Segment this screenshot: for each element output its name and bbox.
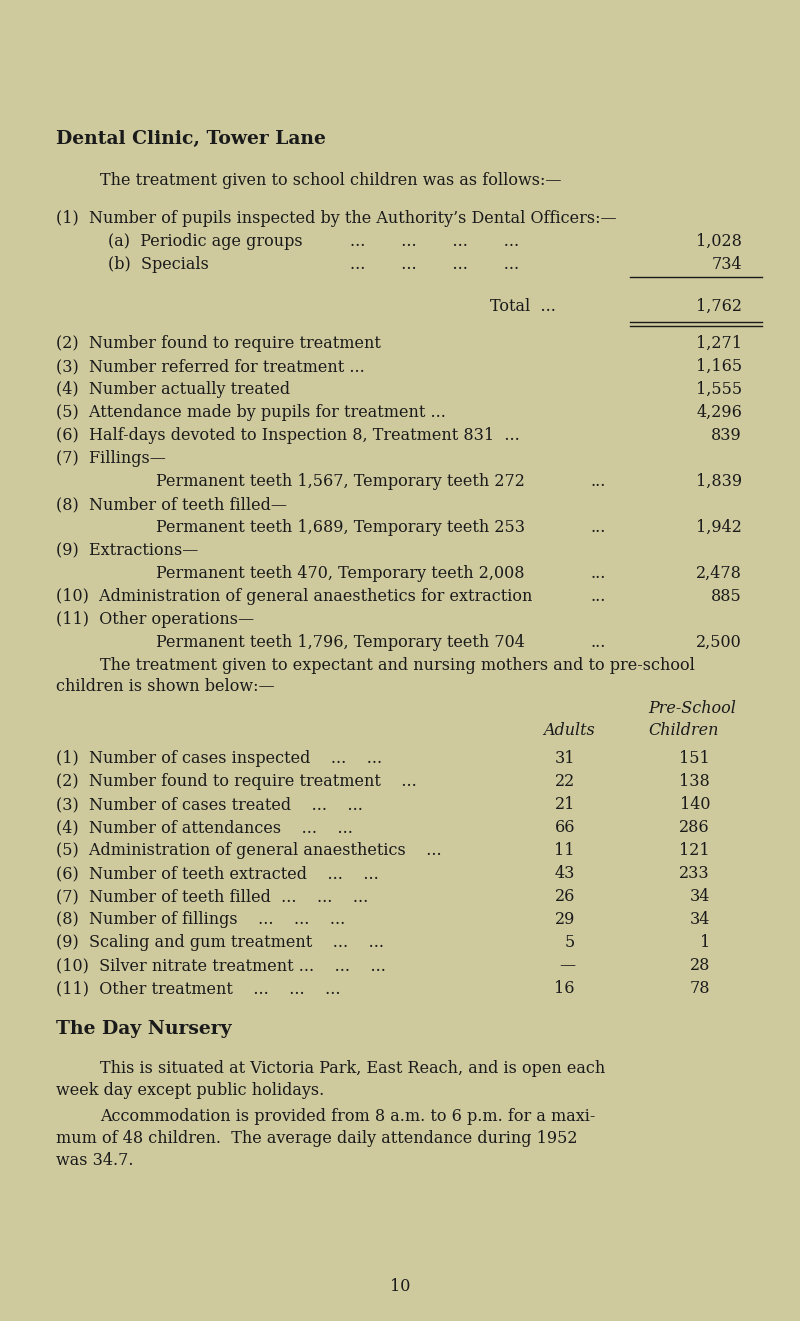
Text: (b)  Specials: (b) Specials (108, 256, 209, 273)
Text: 2,478: 2,478 (696, 565, 742, 583)
Text: ...       ...       ...       ...: ... ... ... ... (350, 256, 519, 273)
Text: (3)  Number of cases treated    ...    ...: (3) Number of cases treated ... ... (56, 797, 363, 812)
Text: 43: 43 (554, 865, 575, 882)
Text: 2,500: 2,500 (696, 634, 742, 651)
Text: ...: ... (590, 565, 606, 583)
Text: 26: 26 (554, 888, 575, 905)
Text: (11)  Other operations—: (11) Other operations— (56, 612, 254, 627)
Text: (3)  Number referred for treatment ...: (3) Number referred for treatment ... (56, 358, 365, 375)
Text: 34: 34 (690, 888, 710, 905)
Text: 21: 21 (554, 797, 575, 812)
Text: 233: 233 (679, 865, 710, 882)
Text: mum of 48 children.  The average daily attendance during 1952: mum of 48 children. The average daily at… (56, 1129, 578, 1147)
Text: 66: 66 (554, 819, 575, 836)
Text: was 34.7.: was 34.7. (56, 1152, 134, 1169)
Text: (1)  Number of cases inspected    ...    ...: (1) Number of cases inspected ... ... (56, 750, 382, 768)
Text: 1,165: 1,165 (696, 358, 742, 375)
Text: 1,555: 1,555 (696, 380, 742, 398)
Text: (7)  Fillings—: (7) Fillings— (56, 450, 166, 468)
Text: (6)  Number of teeth extracted    ...    ...: (6) Number of teeth extracted ... ... (56, 865, 378, 882)
Text: The treatment given to school children was as follows:—: The treatment given to school children w… (100, 172, 562, 189)
Text: The Day Nursery: The Day Nursery (56, 1020, 232, 1038)
Text: (5)  Attendance made by pupils for treatment ...: (5) Attendance made by pupils for treatm… (56, 404, 446, 421)
Text: (5)  Administration of general anaesthetics    ...: (5) Administration of general anaestheti… (56, 841, 442, 859)
Text: 1: 1 (700, 934, 710, 951)
Text: Accommodation is provided from 8 a.m. to 6 p.m. for a maxi-: Accommodation is provided from 8 a.m. to… (100, 1108, 595, 1125)
Text: 78: 78 (690, 980, 710, 997)
Text: Dental Clinic, Tower Lane: Dental Clinic, Tower Lane (56, 129, 326, 148)
Text: Children: Children (648, 723, 718, 738)
Text: 140: 140 (679, 797, 710, 812)
Text: 5: 5 (565, 934, 575, 951)
Text: (7)  Number of teeth filled  ...    ...    ...: (7) Number of teeth filled ... ... ... (56, 888, 368, 905)
Text: 885: 885 (711, 588, 742, 605)
Text: The treatment given to expectant and nursing mothers and to pre-school: The treatment given to expectant and nur… (100, 657, 695, 674)
Text: Permanent teeth 1,689, Temporary teeth 253: Permanent teeth 1,689, Temporary teeth 2… (156, 519, 525, 536)
Text: 10: 10 (390, 1277, 410, 1295)
Text: 151: 151 (679, 750, 710, 768)
Text: Permanent teeth 1,567, Temporary teeth 272: Permanent teeth 1,567, Temporary teeth 2… (156, 473, 525, 490)
Text: 29: 29 (554, 911, 575, 927)
Text: week day except public holidays.: week day except public holidays. (56, 1082, 324, 1099)
Text: 121: 121 (679, 841, 710, 859)
Text: (10)  Silver nitrate treatment ...    ...    ...: (10) Silver nitrate treatment ... ... ..… (56, 956, 386, 974)
Text: (8)  Number of teeth filled—: (8) Number of teeth filled— (56, 495, 287, 513)
Text: ...: ... (590, 519, 606, 536)
Text: ...: ... (590, 634, 606, 651)
Text: 138: 138 (679, 773, 710, 790)
Text: 734: 734 (711, 256, 742, 273)
Text: 286: 286 (679, 819, 710, 836)
Text: Permanent teeth 1,796, Temporary teeth 704: Permanent teeth 1,796, Temporary teeth 7… (156, 634, 525, 651)
Text: (6)  Half-days devoted to Inspection 8, Treatment 831  ...: (6) Half-days devoted to Inspection 8, T… (56, 427, 520, 444)
Text: ...       ...       ...       ...: ... ... ... ... (350, 232, 519, 250)
Text: 4,296: 4,296 (696, 404, 742, 421)
Text: (4)  Number actually treated: (4) Number actually treated (56, 380, 290, 398)
Text: —: — (559, 956, 575, 974)
Text: 11: 11 (554, 841, 575, 859)
Text: 1,942: 1,942 (696, 519, 742, 536)
Text: 1,762: 1,762 (696, 299, 742, 314)
Text: 1,839: 1,839 (696, 473, 742, 490)
Text: (a)  Periodic age groups: (a) Periodic age groups (108, 232, 302, 250)
Text: (11)  Other treatment    ...    ...    ...: (11) Other treatment ... ... ... (56, 980, 341, 997)
Text: ...: ... (590, 588, 606, 605)
Text: 34: 34 (690, 911, 710, 927)
Text: (8)  Number of fillings    ...    ...    ...: (8) Number of fillings ... ... ... (56, 911, 346, 927)
Text: Permanent teeth 470, Temporary teeth 2,008: Permanent teeth 470, Temporary teeth 2,0… (156, 565, 525, 583)
Text: (9)  Extractions—: (9) Extractions— (56, 542, 198, 559)
Text: (1)  Number of pupils inspected by the Authority’s Dental Officers:—: (1) Number of pupils inspected by the Au… (56, 210, 617, 227)
Text: 16: 16 (554, 980, 575, 997)
Text: This is situated at Victoria Park, East Reach, and is open each: This is situated at Victoria Park, East … (100, 1059, 606, 1077)
Text: ...: ... (590, 473, 606, 490)
Text: 31: 31 (554, 750, 575, 768)
Text: (4)  Number of attendances    ...    ...: (4) Number of attendances ... ... (56, 819, 353, 836)
Text: 839: 839 (711, 427, 742, 444)
Text: children is shown below:—: children is shown below:— (56, 678, 274, 695)
Text: 28: 28 (690, 956, 710, 974)
Text: 22: 22 (554, 773, 575, 790)
Text: Total  ...: Total ... (490, 299, 556, 314)
Text: (10)  Administration of general anaesthetics for extraction: (10) Administration of general anaesthet… (56, 588, 532, 605)
Text: Pre-School: Pre-School (648, 700, 736, 717)
Text: 1,271: 1,271 (696, 336, 742, 351)
Text: (2)  Number found to require treatment    ...: (2) Number found to require treatment ..… (56, 773, 417, 790)
Text: 1,028: 1,028 (696, 232, 742, 250)
Text: (9)  Scaling and gum treatment    ...    ...: (9) Scaling and gum treatment ... ... (56, 934, 384, 951)
Text: (2)  Number found to require treatment: (2) Number found to require treatment (56, 336, 381, 351)
Text: Adults: Adults (543, 723, 594, 738)
